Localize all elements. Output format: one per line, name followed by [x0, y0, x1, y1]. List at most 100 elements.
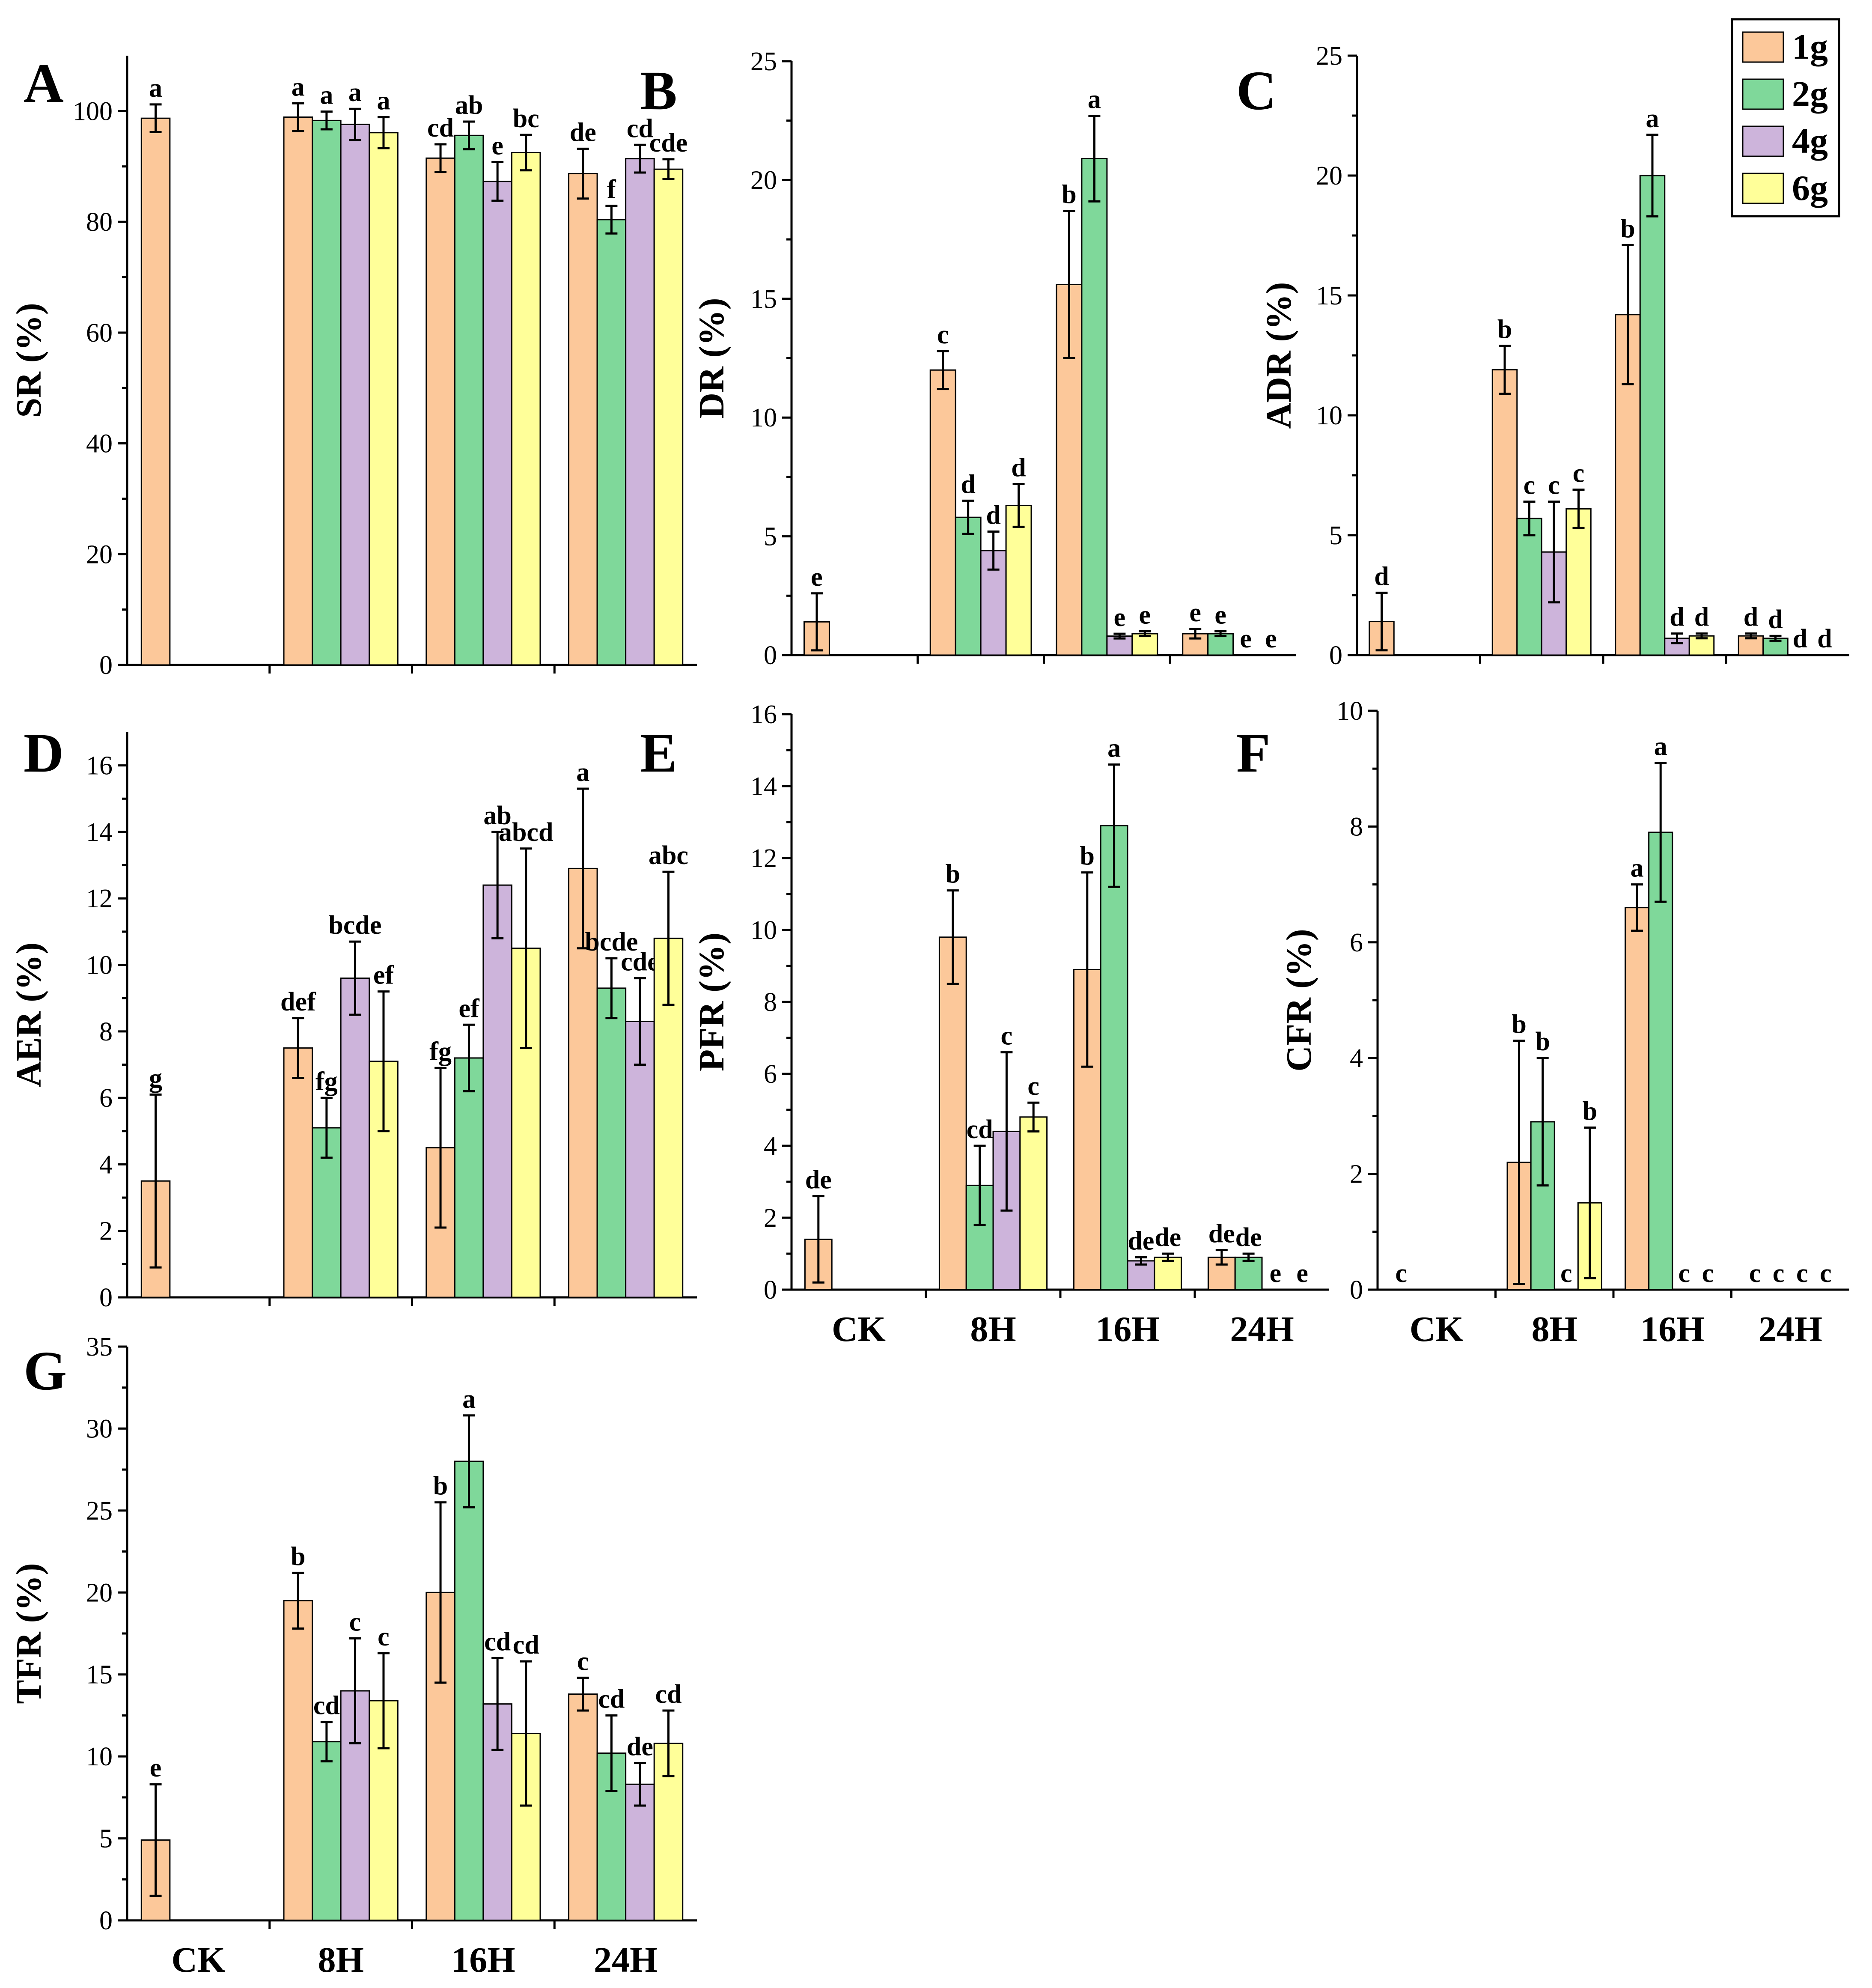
significance-letter: de — [627, 1732, 653, 1761]
y-tick-label: 10 — [86, 951, 113, 980]
significance-letter: c — [1679, 1259, 1690, 1288]
bar-2g-24h — [596, 219, 627, 666]
significance-letter: d — [1793, 624, 1807, 653]
y-tick-label: 25 — [86, 1496, 113, 1526]
significance-letter: a — [149, 74, 162, 103]
significance-letter: a — [462, 1385, 476, 1414]
significance-letter: cde — [621, 948, 659, 977]
y-tick-label: 0 — [1350, 1276, 1363, 1305]
legend-label: 1g — [1792, 27, 1828, 67]
significance-letter: c — [1749, 1259, 1761, 1288]
significance-letter: de — [1128, 1226, 1154, 1255]
bar-1g-8h — [283, 116, 313, 666]
y-tick-label: 5 — [1329, 521, 1342, 550]
panel-letter: A — [24, 53, 64, 114]
significance-letter: a — [576, 758, 589, 787]
bar-6g-16h — [511, 152, 541, 666]
significance-letter: de — [1235, 1223, 1262, 1252]
y-tick-label: 16 — [86, 751, 113, 781]
bar-1g-8h — [929, 369, 956, 656]
significance-letter: c — [1702, 1259, 1714, 1288]
bar-2g-8h — [312, 1741, 342, 1921]
bar-6g-8h — [369, 132, 399, 666]
bar-2g-24h — [596, 987, 627, 1298]
legend-label: 2g — [1792, 74, 1828, 114]
significance-letter: e — [1189, 598, 1201, 627]
significance-letter: e — [1139, 601, 1151, 630]
y-tick-label: 100 — [73, 97, 113, 126]
y-tick-label: 14 — [86, 818, 113, 847]
y-tick-label: 4 — [764, 1132, 777, 1161]
significance-letter: c — [1820, 1259, 1832, 1288]
x-tick-label: 8H — [970, 1309, 1016, 1349]
significance-letter: a — [377, 86, 390, 116]
significance-letter: b — [433, 1472, 448, 1501]
significance-letter: b — [1583, 1097, 1597, 1126]
significance-letter: e — [150, 1753, 162, 1782]
significance-letter: c — [378, 1622, 390, 1651]
significance-letter: g — [149, 1064, 162, 1093]
bar-6g-8h — [1019, 1116, 1048, 1291]
y-tick-label: 20 — [86, 1578, 113, 1607]
y-tick-label: 10 — [86, 1742, 113, 1771]
bar-4g-8h — [340, 123, 370, 666]
significance-letter: bc — [513, 104, 539, 133]
bar-6g-24h — [653, 168, 684, 666]
y-tick-label: 4 — [99, 1150, 113, 1179]
bar-1g-8h — [283, 1047, 313, 1298]
significance-letter: fg — [315, 1067, 338, 1096]
y-tick-label: 0 — [99, 1906, 113, 1935]
significance-letter: b — [1497, 315, 1512, 344]
significance-letter: e — [1270, 1259, 1282, 1288]
significance-letter: d — [986, 501, 1000, 530]
bar-2g-16h — [454, 1460, 484, 1921]
y-tick-label: 30 — [86, 1414, 113, 1443]
y-tick-label: 14 — [750, 772, 777, 801]
significance-letter: e — [1265, 624, 1277, 653]
bar-1g-16h — [1625, 907, 1650, 1291]
significance-letter: ab — [455, 91, 483, 120]
x-tick-label: 8H — [1532, 1309, 1577, 1349]
y-tick-label: 10 — [750, 403, 777, 432]
y-tick-label: 10 — [1336, 697, 1363, 726]
significance-letter: a — [1088, 85, 1101, 114]
significance-letter: e — [1114, 603, 1126, 632]
bar-2g-16h — [1100, 825, 1128, 1291]
significance-letter: d — [1011, 453, 1026, 483]
significance-letter: ab — [483, 801, 511, 830]
legend: 1g 2g 4g 6g — [1731, 18, 1840, 218]
y-tick-label: 10 — [1316, 401, 1342, 430]
legend-label: 6g — [1792, 168, 1828, 208]
significance-letter: bcde — [585, 927, 638, 957]
significance-letter: c — [1548, 471, 1560, 500]
significance-letter: cd — [655, 1680, 682, 1709]
significance-letter: de — [805, 1165, 832, 1195]
panel-letter: C — [1236, 60, 1277, 122]
significance-letter: d — [1768, 605, 1783, 634]
legend-swatch-1g — [1742, 31, 1784, 63]
significance-letter: c — [937, 320, 949, 349]
bar-2g-16h — [1639, 175, 1666, 656]
y-tick-label: 5 — [99, 1824, 113, 1854]
y-tick-label: 8 — [99, 1017, 113, 1046]
significance-letter: abcd — [499, 818, 553, 847]
y-tick-label: 20 — [1316, 161, 1342, 191]
significance-letter: c — [1027, 1072, 1039, 1101]
y-tick-label: 2 — [764, 1204, 777, 1233]
bar-2g-16h — [454, 1057, 484, 1298]
y-axis-title: DR (%) — [692, 298, 732, 418]
y-tick-label: 10 — [750, 916, 777, 945]
significance-letter: cd — [967, 1115, 993, 1144]
significance-letter: a — [292, 72, 305, 101]
significance-letter: cde — [649, 128, 688, 158]
x-tick-label: 16H — [451, 1940, 515, 1980]
legend-swatch-2g — [1742, 78, 1784, 110]
significance-letter: c — [1560, 1259, 1572, 1288]
significance-letter: f — [607, 175, 616, 204]
